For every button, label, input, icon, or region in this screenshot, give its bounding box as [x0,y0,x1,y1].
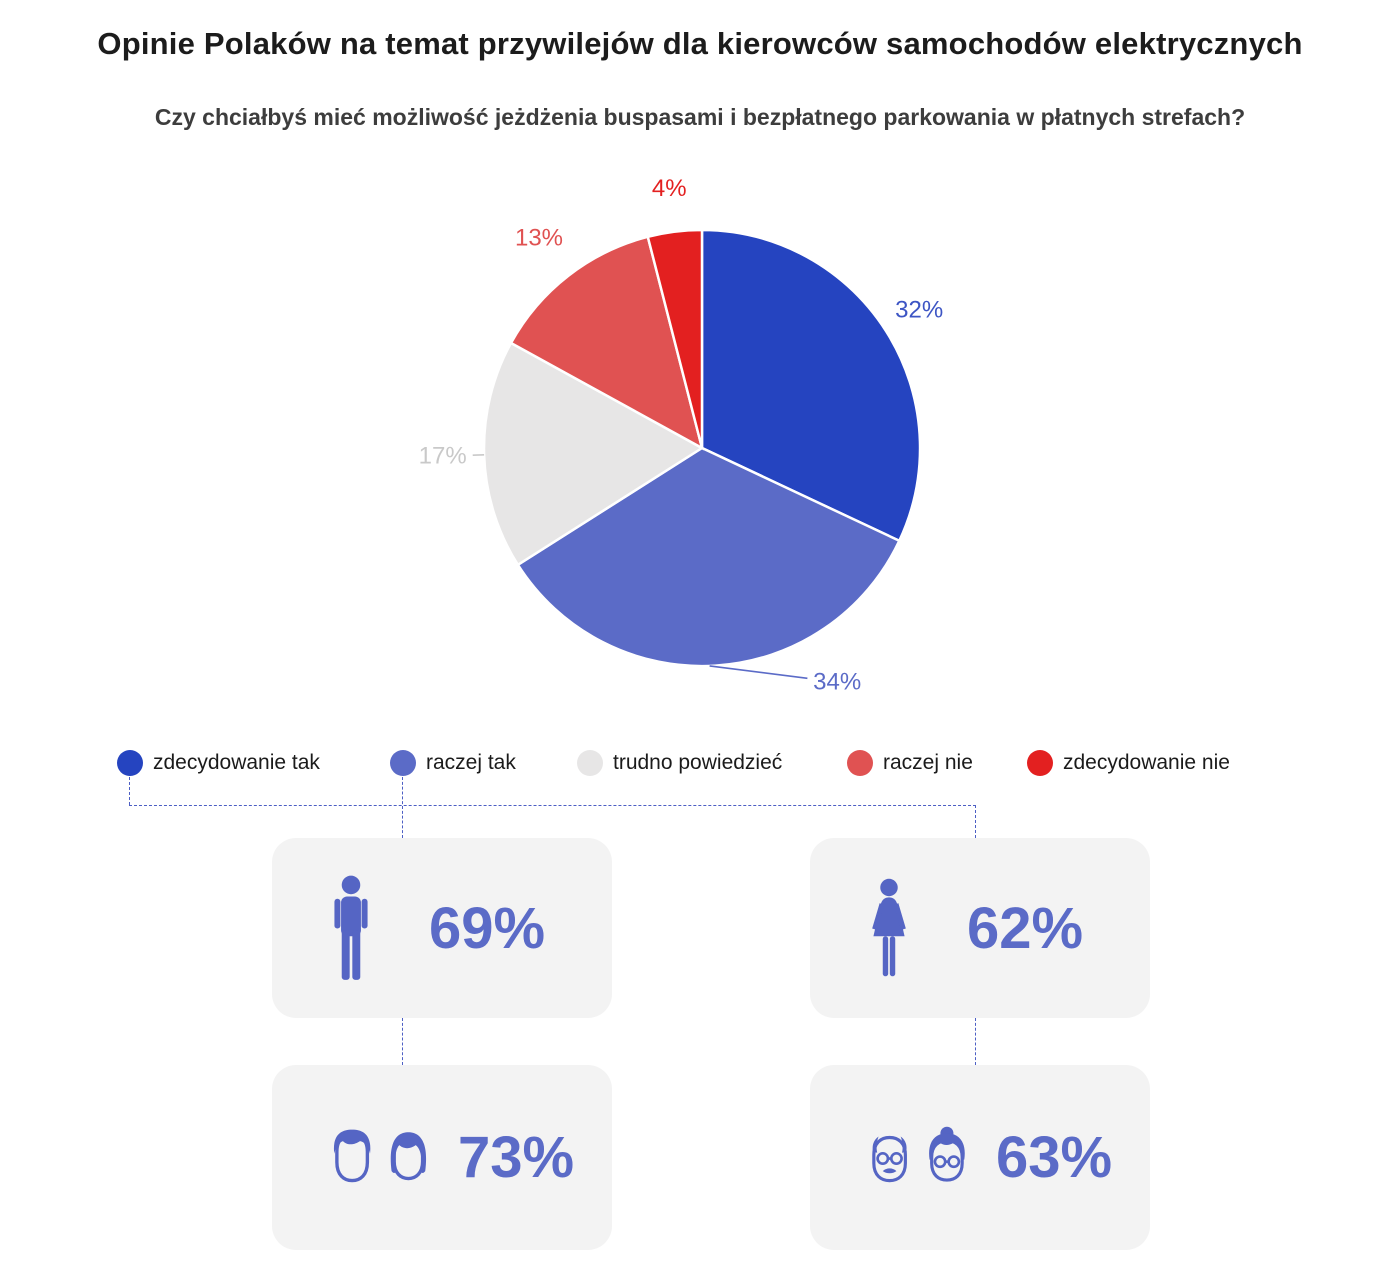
legend-item-4: raczej nie [847,748,973,778]
women-percentage: 62% [966,895,1084,961]
connector-to-men-card [402,777,403,838]
legend-dot [577,750,603,776]
label-leader-line [709,665,808,680]
legend-item-2: raczej tak [390,748,516,778]
connector-women-to-seniors-card [975,1018,976,1065]
legend-label: zdecydowanie nie [1063,751,1230,774]
pie-slice-4 [509,235,704,451]
chart-legend: zdecydowanie tak raczej tak trudno powiedz… [0,748,1400,780]
pie-label-4: 13% [515,224,563,251]
senior-couple-icon [872,1126,965,1182]
seniors-percentage: 63% [995,1125,1113,1190]
woman-icon [872,878,906,977]
pie-label-1: 32% [895,297,943,324]
page-title: Opinie Polaków na temat przywilejów dla … [97,26,1303,61]
man-icon-box [316,875,386,981]
young-couple-icon [333,1129,427,1182]
connector-legend1-down [129,777,130,805]
pie-label-5: 4% [652,175,687,202]
legend-dot [1027,750,1053,776]
card-men: 69% [272,838,612,1018]
men-percentage: 69% [428,895,546,961]
pie-slice-5 [646,228,704,449]
pie-slice-3 [482,341,705,567]
legend-dot [117,750,143,776]
pie-chart: 32% 34% 17% 13% 4% [419,175,944,696]
legend-item-3: trudno powiedzieć [577,748,782,778]
young-icon-box [316,1125,444,1191]
man-icon [334,875,368,980]
legend-label: trudno powiedzieć [613,751,783,774]
connector-horizontal [129,805,976,806]
connector-men-to-young-card [402,1018,403,1065]
legend-item-5: zdecydowanie nie [1027,748,1230,778]
card-young: 73% [272,1065,612,1250]
pie-slice-2 [516,446,901,668]
legend-item-1: zdecydowanie tak [117,748,320,778]
legend-label: raczej nie [883,751,973,774]
legend-dot [847,750,873,776]
question-subtitle: Czy chciałbyś mieć możliwość jeżdżenia b… [154,104,1246,130]
pie-label-3: 17% [419,443,467,470]
card-seniors: 63% [810,1065,1150,1250]
legend-label: raczej tak [426,751,516,774]
pie-slice-1 [700,228,922,543]
connector-to-women-card [975,805,976,838]
seniors-icon-box [854,1124,982,1192]
woman-icon-box [854,875,924,981]
pie-label-2: 34% [813,669,861,696]
legend-dot [390,750,416,776]
legend-label: zdecydowanie tak [153,751,320,774]
young-percentage: 73% [457,1125,575,1190]
card-women: 62% [810,838,1150,1018]
